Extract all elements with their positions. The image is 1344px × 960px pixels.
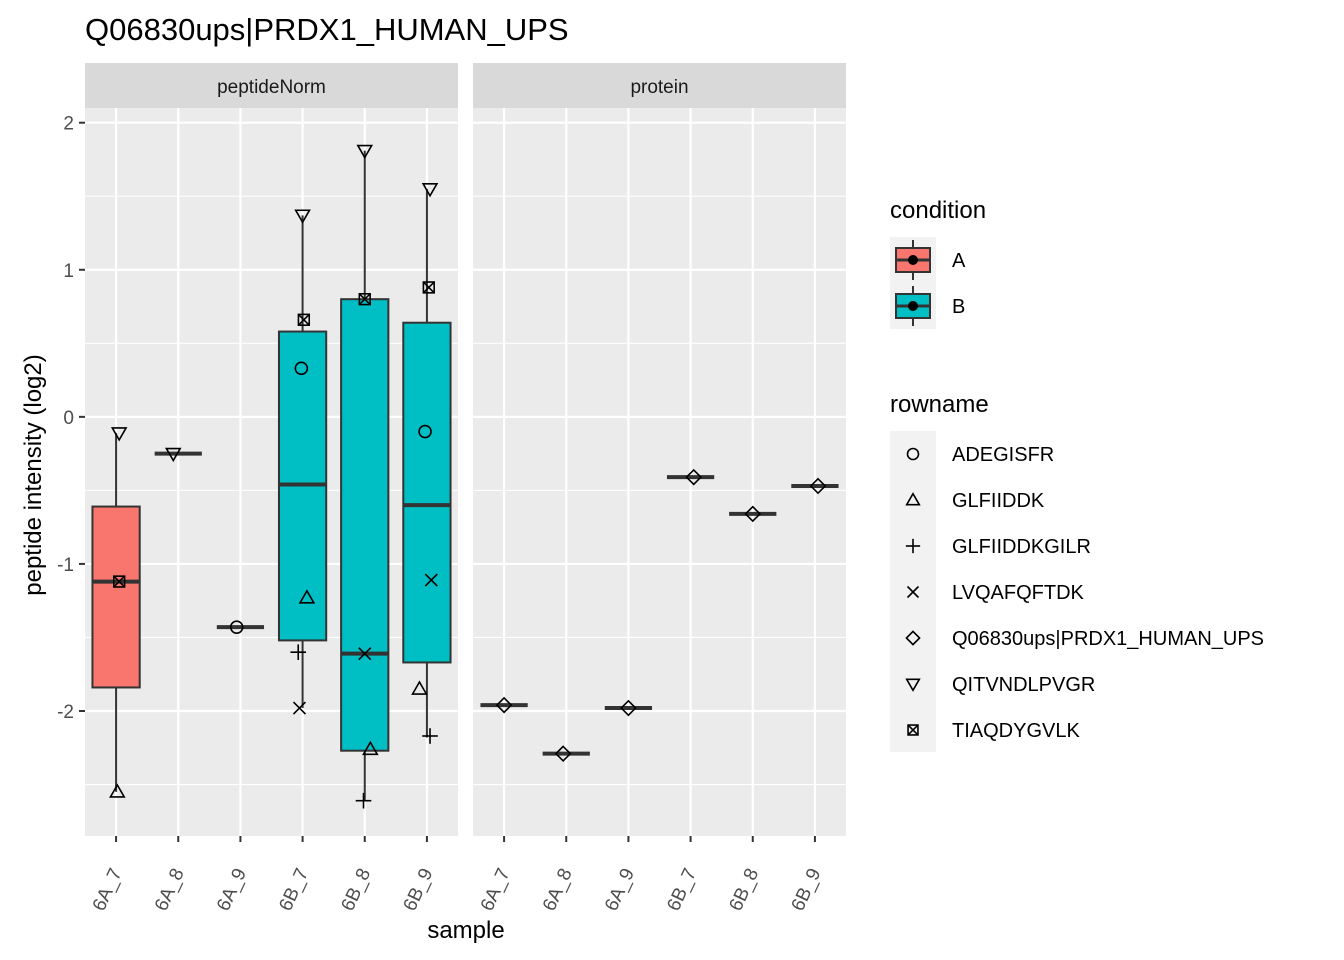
point-tiaqdygvlk [112, 575, 126, 588]
x-axis-title: sample [427, 917, 504, 944]
point-qitvndlpvgr [110, 427, 128, 442]
point-q06830ups-prdx1-human-ups [495, 696, 513, 714]
legend-rowname-glfiiddkgilr: GLFIIDDKGILR [905, 536, 1091, 558]
point-qitvndlpvgr [356, 144, 374, 160]
point-glfiiddkgilr [290, 644, 307, 660]
point-qitvndlpvgr [294, 209, 311, 224]
legend-key-triangle-down-icon [905, 678, 921, 692]
point-glfiiddk [362, 740, 379, 756]
y-tick-label: -1 [57, 555, 74, 576]
point-adegisfr [229, 620, 244, 634]
x-tick-label: 6A_8 [151, 865, 189, 914]
facet-strip [85, 63, 458, 108]
legend-rowname-glfiiddk: GLFIIDDK [905, 490, 1045, 512]
point-tiaqdygvlk [297, 313, 311, 326]
y-tick-label: 1 [63, 261, 74, 282]
x-tick-label: 6B_7 [275, 865, 313, 914]
x-tick-label: 6B_8 [337, 865, 375, 914]
box-6a-7 [91, 433, 141, 792]
facet-strip-label: peptideNorm [217, 77, 326, 98]
legend-condition-a: A [890, 237, 966, 283]
point-q06830ups-prdx1-human-ups [744, 505, 762, 523]
legend-condition-label: A [952, 250, 966, 272]
y-axis: 2 1 0 -1 -2 [57, 114, 85, 723]
point-q06830ups-prdx1-human-ups [809, 477, 827, 495]
panel-background [473, 108, 846, 836]
legend-rowname-qitvndlpvgr: QITVNDLPVGR [905, 674, 1095, 696]
x-tick-label: 6A_7 [477, 865, 515, 914]
legend-key-diamond-icon [905, 630, 921, 646]
legend-condition-title: condition [890, 197, 986, 224]
point-lvqafqftdk [358, 647, 372, 661]
legend-rowname: rowname ADEGISFR GLFIIDDK GLFIIDDKGILR LVQA… [890, 391, 1264, 752]
x-tick-label: 6A_9 [601, 865, 639, 914]
facet-strip-label: protein [630, 77, 688, 98]
point-qitvndlpvgr [164, 447, 182, 463]
y-tick-label: -2 [57, 702, 74, 723]
point-tiaqdygvlk [358, 292, 371, 306]
legend-condition-label: B [952, 296, 965, 318]
panel-background [85, 108, 458, 836]
point-adegisfr [294, 361, 309, 376]
legend-key-triangle-icon [905, 492, 921, 506]
legend-key-cross-icon [906, 585, 920, 599]
legend-rowname-label: TIAQDYGVLK [952, 720, 1080, 742]
box-body [340, 298, 390, 752]
legend-rowname-q06830ups-prdx1-human-ups: Q06830ups|PRDX1_HUMAN_UPS [905, 628, 1264, 650]
legend-rowname-label: LVQAFQFTDK [952, 582, 1085, 604]
legend-key-plus-icon [905, 538, 921, 554]
y-tick-label: 2 [63, 114, 74, 135]
facet-protein: protein 6A_7 6A_8 6A_9 6B_7 6B_8 6B_9 [473, 63, 846, 914]
point-tiaqdygvlk [422, 281, 435, 294]
legend-condition-b: B [890, 283, 965, 329]
legend-rowname-lvqafqftdk: LVQAFQFTDK [906, 582, 1085, 604]
legend-rowname-label: GLFIIDDK [952, 490, 1045, 512]
point-adegisfr [418, 424, 432, 439]
point-glfiiddkgilr [422, 728, 438, 744]
point-lvqafqftdk [292, 701, 307, 715]
box-body [402, 321, 452, 664]
legend-key-point [908, 301, 918, 311]
point-q06830ups-prdx1-human-ups [685, 468, 703, 486]
point-glfiiddkgilr [355, 792, 372, 809]
x-tick-label: 6B_7 [663, 865, 701, 914]
legend-key-point [908, 255, 918, 265]
legend-rowname-title: rowname [890, 391, 989, 418]
y-axis-title: peptide intensity (log2) [20, 354, 47, 595]
point-glfiiddk [411, 680, 428, 695]
legend-rowname-adegisfr: ADEGISFR [906, 444, 1054, 466]
legend-key-square-cross-icon [907, 724, 919, 736]
point-lvqafqftdk [424, 573, 438, 587]
point-q06830ups-prdx1-human-ups [554, 745, 572, 762]
box-6b-9 [402, 188, 452, 738]
point-q06830ups-prdx1-human-ups [620, 699, 637, 717]
box-body [91, 505, 141, 689]
legend-rowname-label: Q06830ups|PRDX1_HUMAN_UPS [952, 628, 1264, 650]
facet-peptidenorm: peptideNorm 6A_7 6A_8 6A_9 6B_7 6B_8 6B_9 [85, 63, 458, 914]
x-tick-label: 6A_9 [213, 865, 251, 914]
point-glfiiddk [298, 589, 316, 604]
box-6b-7 [277, 215, 328, 709]
legend-rowname-label: QITVNDLPVGR [952, 674, 1095, 696]
y-tick-label: 0 [63, 408, 74, 429]
legend-rowname-tiaqdygvlk: TIAQDYGVLK [907, 720, 1080, 742]
legend-rowname-label: GLFIIDDKGILR [952, 536, 1091, 558]
legend-condition: condition A B [890, 197, 986, 329]
legend-rowname-label: ADEGISFR [952, 444, 1054, 466]
point-qitvndlpvgr [421, 182, 439, 198]
x-tick-label: 6A_7 [89, 865, 127, 914]
facet-strip [473, 63, 846, 108]
x-tick-label: 6A_8 [539, 865, 577, 914]
point-glfiiddk [109, 783, 126, 798]
x-tick-label: 6B_9 [788, 865, 826, 914]
legend-key-circle-icon [906, 447, 920, 461]
x-tick-label: 6B_8 [725, 865, 763, 914]
chart-title: Q06830ups|PRDX1_HUMAN_UPS [85, 12, 569, 47]
x-tick-label: 6B_9 [400, 865, 438, 914]
